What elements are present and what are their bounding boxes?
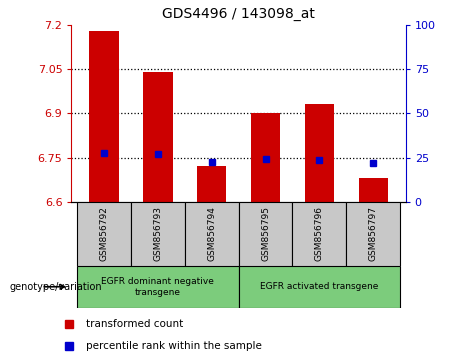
Text: percentile rank within the sample: percentile rank within the sample [87, 341, 262, 350]
Text: GSM856793: GSM856793 [153, 206, 162, 261]
FancyBboxPatch shape [239, 202, 292, 266]
Text: transformed count: transformed count [87, 319, 183, 329]
Text: EGFR activated transgene: EGFR activated transgene [260, 282, 378, 291]
FancyBboxPatch shape [346, 202, 400, 266]
FancyBboxPatch shape [239, 266, 400, 308]
Text: GSM856792: GSM856792 [99, 206, 108, 261]
FancyBboxPatch shape [77, 266, 239, 308]
FancyBboxPatch shape [131, 202, 185, 266]
Bar [359, 178, 388, 202]
Bar [89, 31, 118, 202]
Bar [143, 72, 172, 202]
Text: GSM856796: GSM856796 [315, 206, 324, 261]
Text: EGFR dominant negative
transgene: EGFR dominant negative transgene [101, 277, 214, 297]
Text: genotype/variation: genotype/variation [9, 282, 102, 292]
FancyBboxPatch shape [185, 202, 239, 266]
FancyBboxPatch shape [292, 202, 346, 266]
Text: GSM856795: GSM856795 [261, 206, 270, 261]
Title: GDS4496 / 143098_at: GDS4496 / 143098_at [162, 7, 315, 21]
Bar [305, 104, 334, 202]
FancyBboxPatch shape [77, 202, 131, 266]
Text: GSM856794: GSM856794 [207, 206, 216, 261]
Bar [197, 166, 226, 202]
Text: GSM856797: GSM856797 [369, 206, 378, 261]
Bar [251, 113, 280, 202]
